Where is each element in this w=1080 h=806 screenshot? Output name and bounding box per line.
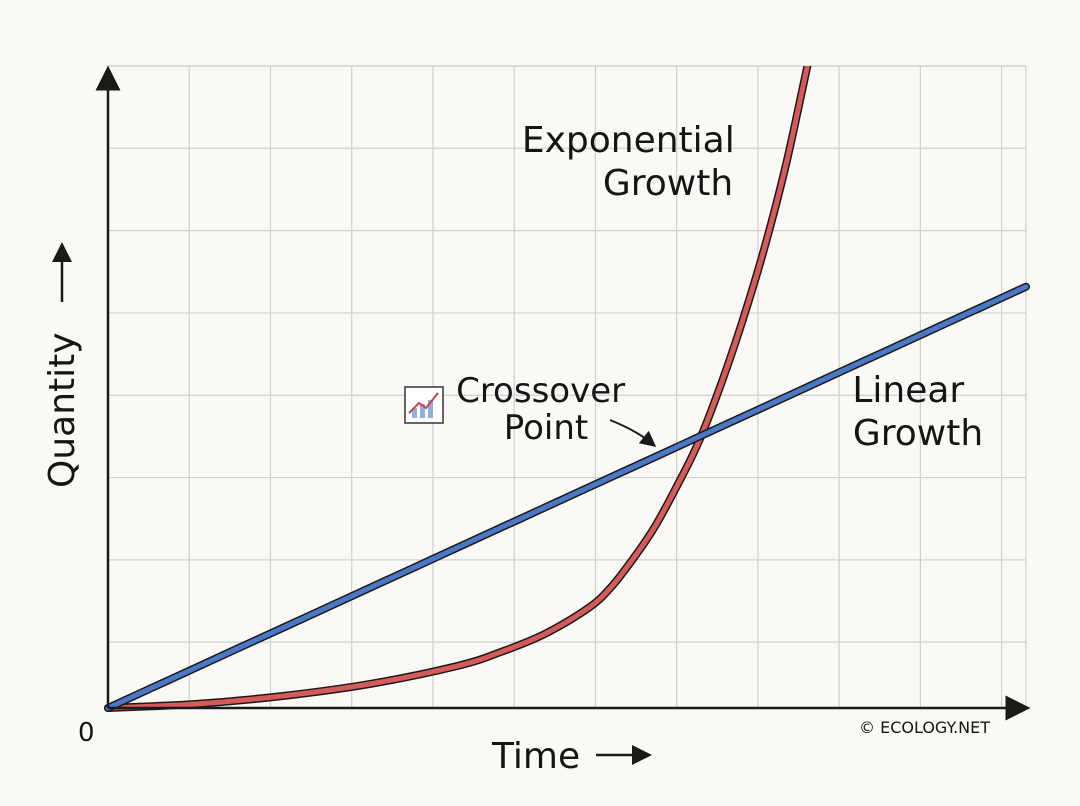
origin-label: 0: [78, 718, 95, 748]
exponential-label-line-2: Growth: [603, 163, 733, 204]
exponential-label: Exponential Growth: [522, 120, 746, 204]
x-axis-label-group: Time: [491, 736, 652, 777]
crossover-annotation: Crossover Point: [404, 371, 657, 448]
y-axis-label: Quantity: [42, 332, 83, 488]
crossover-label-line-2: Point: [504, 408, 588, 448]
grid: [108, 65, 1027, 708]
y-axis-label-group: Quantity: [42, 242, 83, 488]
x-axis-label: Time: [491, 736, 580, 777]
chart-icon: [404, 386, 444, 424]
crossover-label: Crossover Point: [456, 371, 636, 448]
series-layer: [104, 66, 1030, 712]
crossover-arrow-icon: [609, 419, 657, 447]
exponential-label-line-1: Exponential: [522, 120, 735, 161]
exponential-series-line: [105, 66, 810, 711]
linear-label-line-2: Growth: [853, 413, 983, 454]
crossover-label-line-1: Crossover: [456, 371, 625, 411]
linear-series-line: [105, 284, 1029, 711]
watermark: © ECOLOGY.NET: [859, 718, 990, 737]
linear-label: Linear Growth: [852, 370, 983, 454]
exponential-series-outline: [104, 66, 812, 712]
linear-label-line-1: Linear: [852, 370, 964, 411]
